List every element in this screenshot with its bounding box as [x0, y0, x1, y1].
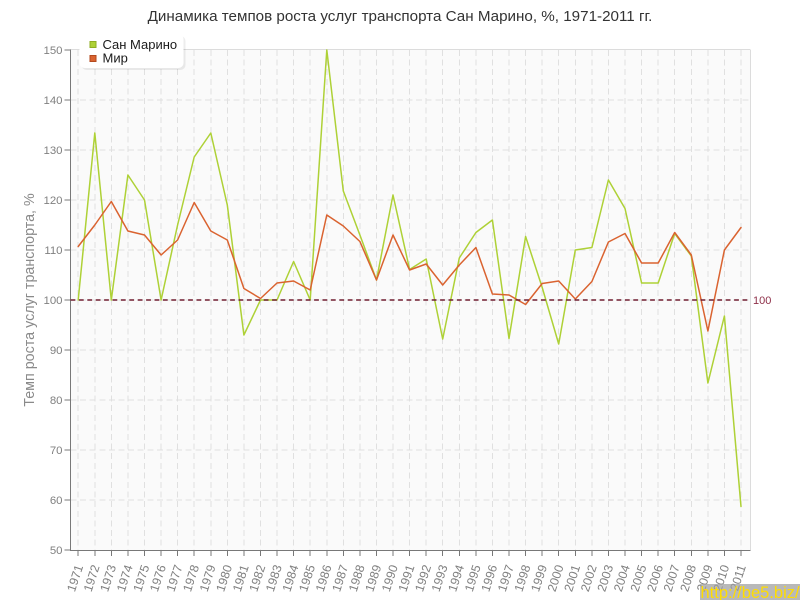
svg-text:Темп роста услуг транспорта, %: Темп роста услуг транспорта, %: [22, 193, 38, 407]
svg-text:http://be5.biz/: http://be5.biz/: [701, 584, 800, 600]
svg-text:80: 80: [50, 395, 63, 407]
svg-text:130: 130: [43, 145, 62, 157]
svg-text:90: 90: [50, 345, 63, 357]
svg-text:120: 120: [43, 195, 62, 207]
svg-text:110: 110: [44, 245, 62, 257]
svg-text:60: 60: [50, 495, 63, 507]
svg-text:100: 100: [43, 295, 62, 307]
svg-text:150: 150: [43, 45, 62, 57]
svg-text:Мир: Мир: [103, 51, 128, 66]
svg-text:Сан Марино: Сан Марино: [103, 37, 178, 52]
svg-text:70: 70: [50, 445, 63, 457]
svg-text:50: 50: [50, 545, 63, 557]
svg-text:140: 140: [43, 95, 62, 107]
svg-text:Динамика темпов роста услуг тр: Динамика темпов роста услуг транспорта С…: [148, 8, 653, 25]
svg-text:100: 100: [753, 295, 771, 307]
